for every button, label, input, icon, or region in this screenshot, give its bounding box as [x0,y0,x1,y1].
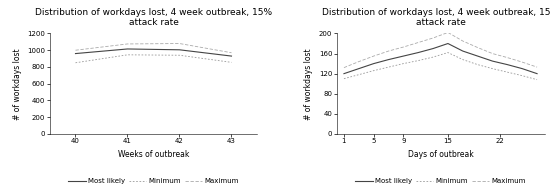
Maximum [340,67,347,69]
Most likely [340,73,347,75]
Maximum [400,46,406,48]
Y-axis label: # of workdays lost: # of workdays lost [304,48,314,120]
Maximum [370,55,377,57]
Most likely [459,50,466,52]
Minimum [519,75,525,77]
Most likely [355,68,362,70]
Maximum [355,60,362,63]
Minimum [228,61,235,63]
Line: Minimum: Minimum [344,53,537,80]
Maximum [474,46,481,49]
Most likely [124,48,131,50]
Maximum [430,37,436,39]
Most likely [385,58,392,61]
Minimum [504,71,510,73]
Most likely [370,62,377,65]
Most likely [430,47,436,50]
Minimum [72,62,79,64]
Line: Maximum: Maximum [344,33,537,68]
Most likely [444,42,451,45]
Maximum [489,52,496,55]
Maximum [385,50,392,52]
Minimum [355,73,362,76]
Maximum [176,42,183,45]
Maximum [72,49,79,51]
Maximum [459,40,466,42]
Most likely [534,73,540,75]
Legend: Most likely, Minimum, Maximum: Most likely, Minimum, Maximum [353,176,529,186]
Line: Maximum: Maximum [75,44,232,53]
Most likely [474,55,481,57]
Maximum [504,57,510,59]
Most likely [519,68,525,70]
Most likely [504,63,510,66]
X-axis label: Days of outbreak: Days of outbreak [408,150,474,159]
Most likely [176,49,183,51]
Minimum [444,52,451,54]
Title: Distribution of workdays lost, 4 week outbreak, 15%
attack rate: Distribution of workdays lost, 4 week ou… [322,8,550,27]
Line: Most likely: Most likely [344,44,537,74]
Maximum [124,43,131,45]
Minimum [340,78,347,80]
Maximum [228,52,235,54]
Minimum [400,62,406,65]
Minimum [534,78,540,81]
Minimum [370,70,377,72]
Minimum [489,68,496,70]
Most likely [415,52,421,54]
Most likely [489,60,496,62]
Most likely [228,55,235,57]
Legend: Most likely, Minimum, Maximum: Most likely, Minimum, Maximum [65,176,241,186]
Maximum [444,31,451,34]
Y-axis label: # of workdays lost: # of workdays lost [13,48,22,120]
Line: Most likely: Most likely [75,49,232,56]
Minimum [176,54,183,56]
Title: Distribution of workdays lost, 4 week outbreak, 15%
attack rate: Distribution of workdays lost, 4 week ou… [35,8,272,27]
Line: Minimum: Minimum [75,55,232,63]
Most likely [72,52,79,55]
X-axis label: Weeks of outbreak: Weeks of outbreak [118,150,189,159]
Minimum [430,56,436,58]
Maximum [519,61,525,63]
Minimum [385,66,392,68]
Maximum [415,41,421,44]
Most likely [400,55,406,57]
Maximum [534,66,540,68]
Minimum [474,63,481,66]
Minimum [459,58,466,61]
Minimum [415,60,421,62]
Minimum [124,54,131,56]
